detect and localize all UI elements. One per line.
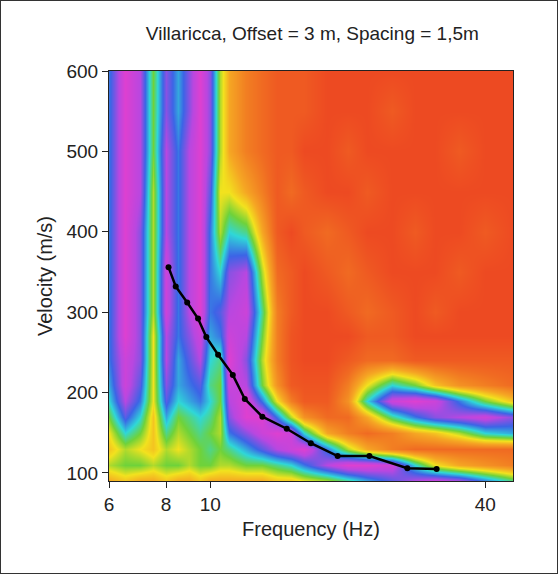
svg-text:Velocity (m/s): Velocity (m/s) <box>34 216 56 336</box>
svg-text:600: 600 <box>66 61 98 82</box>
svg-text:10: 10 <box>200 494 221 515</box>
svg-text:200: 200 <box>66 382 98 403</box>
svg-text:500: 500 <box>66 141 98 162</box>
svg-text:8: 8 <box>161 494 172 515</box>
svg-text:100: 100 <box>66 463 98 484</box>
svg-text:Villaricca, Offset = 3 m, Spac: Villaricca, Offset = 3 m, Spacing = 1,5m <box>146 23 479 44</box>
svg-text:300: 300 <box>66 302 98 323</box>
svg-text:Frequency (Hz): Frequency (Hz) <box>242 518 380 540</box>
svg-text:400: 400 <box>66 221 98 242</box>
svg-text:6: 6 <box>104 494 115 515</box>
svg-text:40: 40 <box>475 494 496 515</box>
